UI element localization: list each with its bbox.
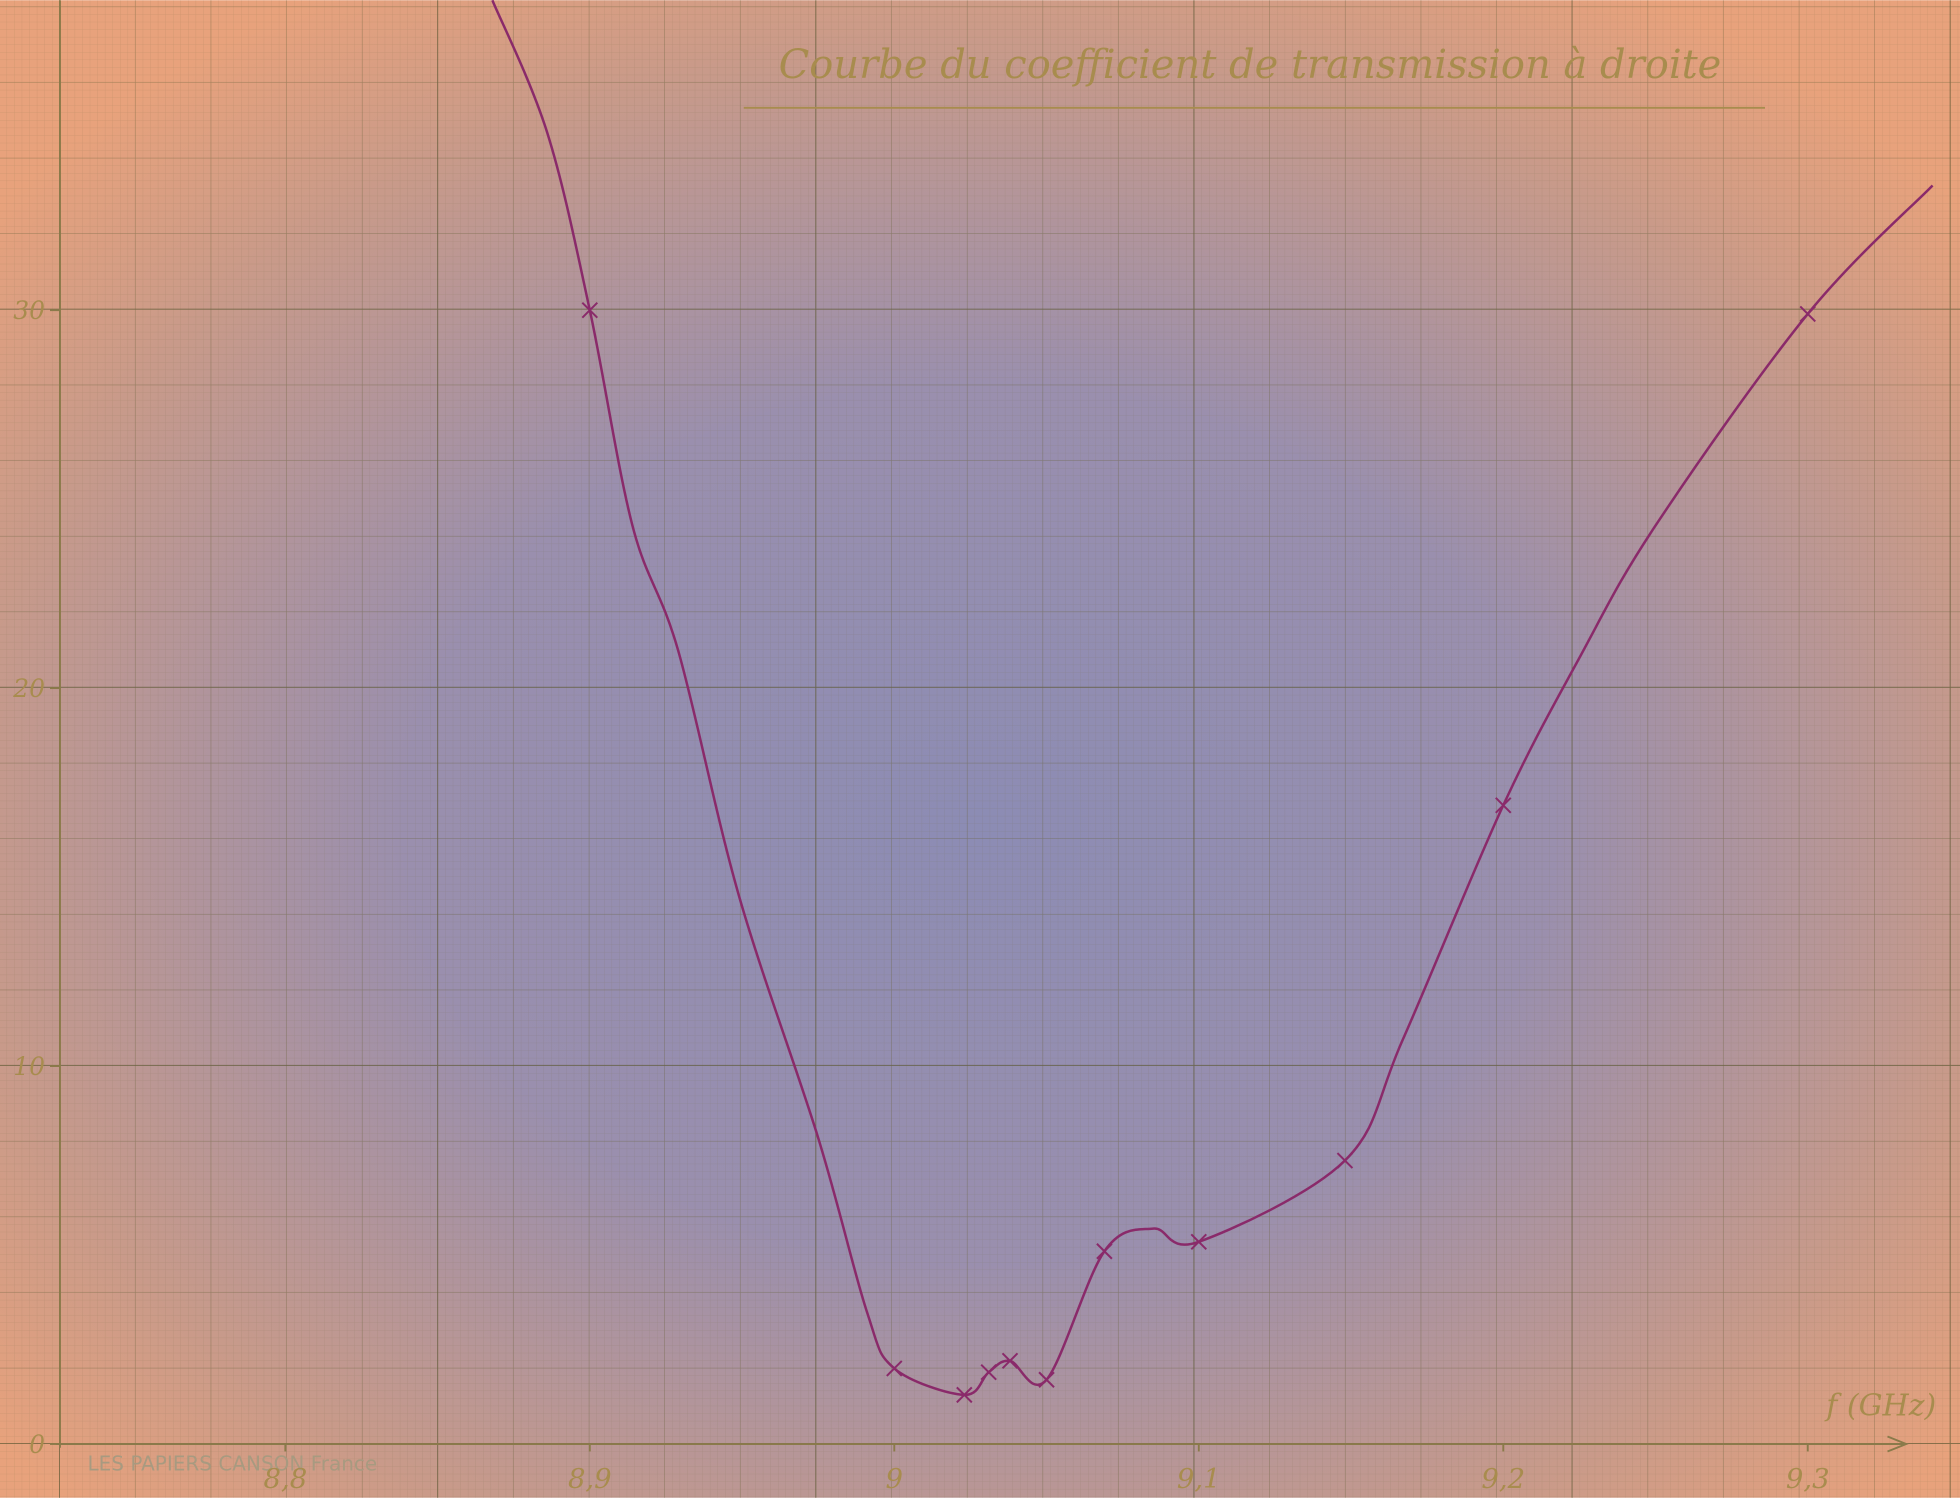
x-axis-label: f (GHz) bbox=[1824, 1388, 1936, 1423]
x-tick-label: 9 bbox=[886, 1463, 904, 1495]
x-tick-label: 9,1 bbox=[1177, 1463, 1221, 1495]
x-tick-label: 8,9 bbox=[568, 1463, 612, 1495]
chart: Courbe du coefficient de transmission à … bbox=[0, 0, 1960, 1498]
y-tick-label: 30 bbox=[13, 296, 45, 325]
x-tick-label: 9,2 bbox=[1481, 1463, 1525, 1495]
y-tick-label: 20 bbox=[12, 674, 45, 703]
x-tick-label: 8,8 bbox=[263, 1463, 307, 1495]
paper-grid bbox=[0, 0, 1960, 1498]
x-tick-label: 9,3 bbox=[1786, 1463, 1830, 1495]
paper-brand: LES PAPIERS CANSON France bbox=[88, 1451, 378, 1475]
y-tick-label: 10 bbox=[13, 1052, 45, 1081]
chart-title: Courbe du coefficient de transmission à … bbox=[779, 42, 1722, 88]
y-tick-label: 0 bbox=[29, 1430, 45, 1459]
